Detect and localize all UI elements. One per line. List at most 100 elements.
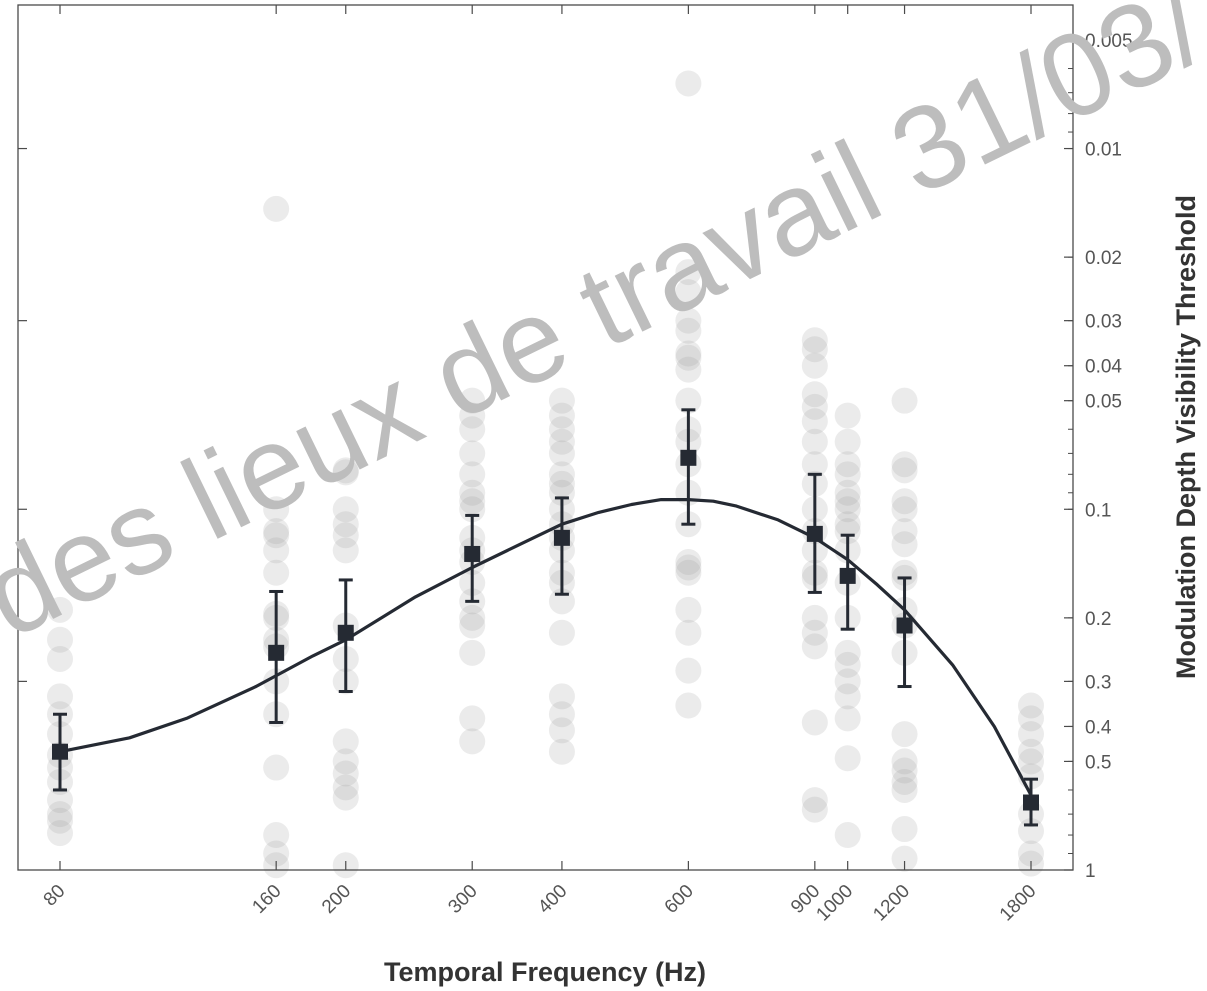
mean-marker xyxy=(1023,794,1039,811)
y-axis-title: Modulation Depth Visibility Threshold xyxy=(1171,195,1201,679)
scatter-point xyxy=(801,393,828,420)
scatter-point xyxy=(1018,692,1044,719)
scatter-point xyxy=(891,748,918,775)
scatter-point xyxy=(548,440,575,467)
scatter-point xyxy=(548,416,575,443)
scatter-point xyxy=(675,657,702,684)
scatter-point xyxy=(263,537,290,564)
scatter-point xyxy=(332,537,359,564)
scatter-point xyxy=(675,70,702,97)
y-tick-label: 0.02 xyxy=(1085,248,1122,269)
scatter-point xyxy=(459,639,486,666)
scatter-point xyxy=(834,822,861,849)
scatter-point xyxy=(459,604,486,631)
scatter-point xyxy=(675,619,702,646)
scatter-point xyxy=(834,496,861,523)
x-tick-label: 160 xyxy=(248,881,285,918)
scatter-point xyxy=(834,651,861,678)
scatter-point xyxy=(47,596,73,623)
scatter-point xyxy=(332,459,359,486)
scatter-point xyxy=(834,518,861,545)
scatter-point xyxy=(834,461,861,488)
mean-marker xyxy=(268,644,285,661)
scatter-point xyxy=(834,668,861,695)
mean-marker xyxy=(337,624,354,641)
scatter-point xyxy=(263,754,290,781)
scatter-point xyxy=(801,451,828,478)
scatter-point xyxy=(801,709,828,736)
y-tick-label: 0.2 xyxy=(1085,609,1111,630)
scatter-point xyxy=(801,352,828,379)
scatter-point xyxy=(263,822,290,849)
y-tick-label: 0.4 xyxy=(1085,717,1112,738)
scatter-point xyxy=(548,428,575,455)
scatter-point xyxy=(263,195,290,222)
scatter-point xyxy=(459,728,486,755)
scatter-point xyxy=(459,479,486,506)
scatter-point xyxy=(801,428,828,455)
scatter-point xyxy=(891,721,918,748)
scatter-point xyxy=(47,801,73,828)
scatter-point xyxy=(548,701,575,728)
scatter-point xyxy=(801,381,828,408)
scatter-point xyxy=(675,548,702,575)
scatter-point xyxy=(332,774,359,801)
scatter-point xyxy=(332,728,359,755)
scatter-point xyxy=(834,428,861,455)
scatter-point xyxy=(548,619,575,646)
scatter-point xyxy=(332,457,359,484)
scatter-point xyxy=(834,683,861,710)
scatter-point xyxy=(1018,738,1044,765)
x-tick-label: 1200 xyxy=(869,881,914,926)
scatter-point xyxy=(47,683,73,710)
scatter-point xyxy=(675,356,702,383)
scatter-point xyxy=(263,522,290,549)
scatter-point xyxy=(459,612,486,639)
scatter-point xyxy=(548,738,575,765)
scatter-point xyxy=(834,479,861,506)
scatter-point xyxy=(801,604,828,631)
mean-marker xyxy=(52,743,68,760)
y-tick-label: 0.01 xyxy=(1085,140,1122,161)
scatter-point xyxy=(1018,721,1044,748)
scatter-point xyxy=(675,344,702,371)
scatter-point xyxy=(459,705,486,732)
x-axis-title: Temporal Frequency (Hz) xyxy=(384,957,706,987)
scatter-point xyxy=(801,787,828,814)
scatter-point xyxy=(891,776,918,803)
scatter-point xyxy=(332,748,359,775)
y-tick-label: 0.04 xyxy=(1085,357,1122,378)
y-axis-ticks: 0.005 0.01 0.02 0.03 0.04 0.05 0.1 0.2 0.3 0.4 0.5… xyxy=(18,4,1133,882)
y-tick-label: 0.5 xyxy=(1085,752,1111,773)
scatter-point xyxy=(459,416,486,443)
scatter-point xyxy=(548,683,575,710)
scatter-point xyxy=(675,692,702,719)
y-tick-label: 1 xyxy=(1085,861,1096,882)
scatter-point xyxy=(801,408,828,435)
scatter-point xyxy=(834,511,861,538)
scatter-point xyxy=(459,387,486,414)
scatter-point xyxy=(263,518,290,545)
scatter-point xyxy=(834,488,861,515)
x-tick-label: 600 xyxy=(661,881,698,918)
scatter-point xyxy=(548,470,575,497)
x-tick-label: 1000 xyxy=(812,881,857,926)
y-tick-label: 0.1 xyxy=(1085,500,1111,521)
scatter-point xyxy=(675,259,702,286)
x-tick-label: 300 xyxy=(444,881,481,918)
scatter-point xyxy=(834,402,861,429)
x-tick-label: 80 xyxy=(40,881,70,911)
mean-marker xyxy=(553,529,570,546)
scatter-point xyxy=(675,307,702,334)
scatter-point xyxy=(675,596,702,623)
scatter-point xyxy=(891,531,918,558)
scatter-point xyxy=(675,279,702,306)
scatter-point xyxy=(548,717,575,744)
scatter-point xyxy=(801,796,828,823)
scatter-point xyxy=(1018,705,1044,732)
scatter-point xyxy=(675,559,702,586)
plot-frame xyxy=(17,4,1074,871)
mean-marker xyxy=(464,545,481,562)
scatter-point xyxy=(47,645,73,672)
